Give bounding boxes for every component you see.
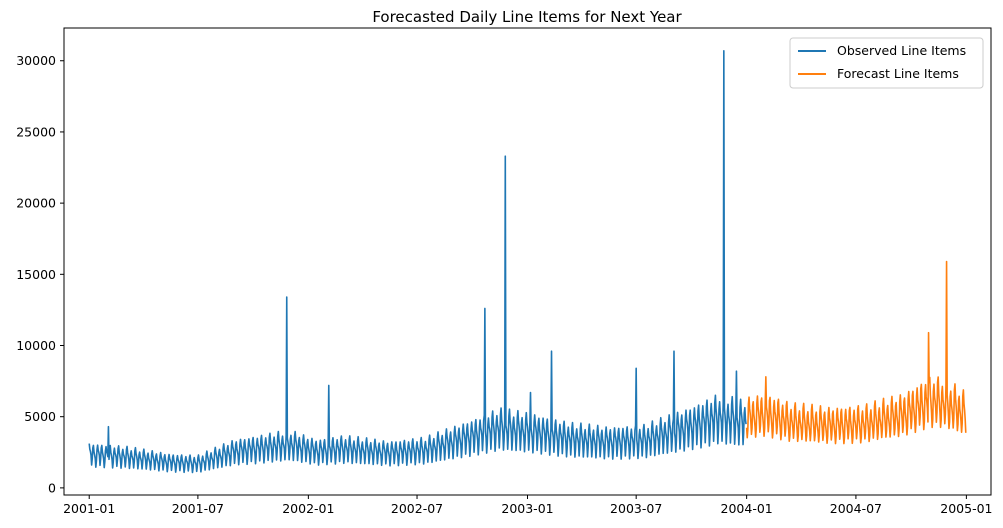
series-line-forecast [745, 260, 967, 445]
chart-title: Forecasted Daily Line Items for Next Yea… [372, 8, 682, 26]
legend: Observed Line Items Forecast Line Items [789, 37, 984, 89]
x-tick-label: 2002-01 [282, 501, 334, 516]
x-tick-label: 2001-01 [63, 501, 115, 516]
series-layer [88, 49, 967, 474]
x-tick-label: 2005-01 [940, 501, 992, 516]
y-tick-label: 5000 [24, 409, 56, 424]
legend-label-observed: Observed Line Items [837, 43, 966, 58]
x-tick-label: 2001-07 [172, 501, 224, 516]
x-tick-label: 2004-01 [721, 501, 773, 516]
x-axis: 2001-01 2001-07 2002-01 2002-07 2003-01 2003-… [63, 495, 993, 516]
x-tick-label: 2002-07 [391, 501, 443, 516]
y-tick-label: 20000 [16, 196, 56, 211]
y-tick-label: 30000 [16, 53, 56, 68]
x-tick-label: 2004-07 [830, 501, 882, 516]
legend-box [789, 37, 984, 89]
y-tick-label: 15000 [16, 267, 56, 282]
y-tick-label: 0 [48, 480, 56, 495]
series-line-observed [88, 49, 747, 474]
y-axis: 0 5000 10000 15000 20000 25000 30000 [16, 53, 64, 495]
y-tick-label: 25000 [16, 124, 56, 139]
x-tick-label: 2003-01 [501, 501, 553, 516]
legend-label-forecast: Forecast Line Items [837, 66, 959, 81]
x-tick-label: 2003-07 [610, 501, 662, 516]
y-tick-label: 10000 [16, 338, 56, 353]
